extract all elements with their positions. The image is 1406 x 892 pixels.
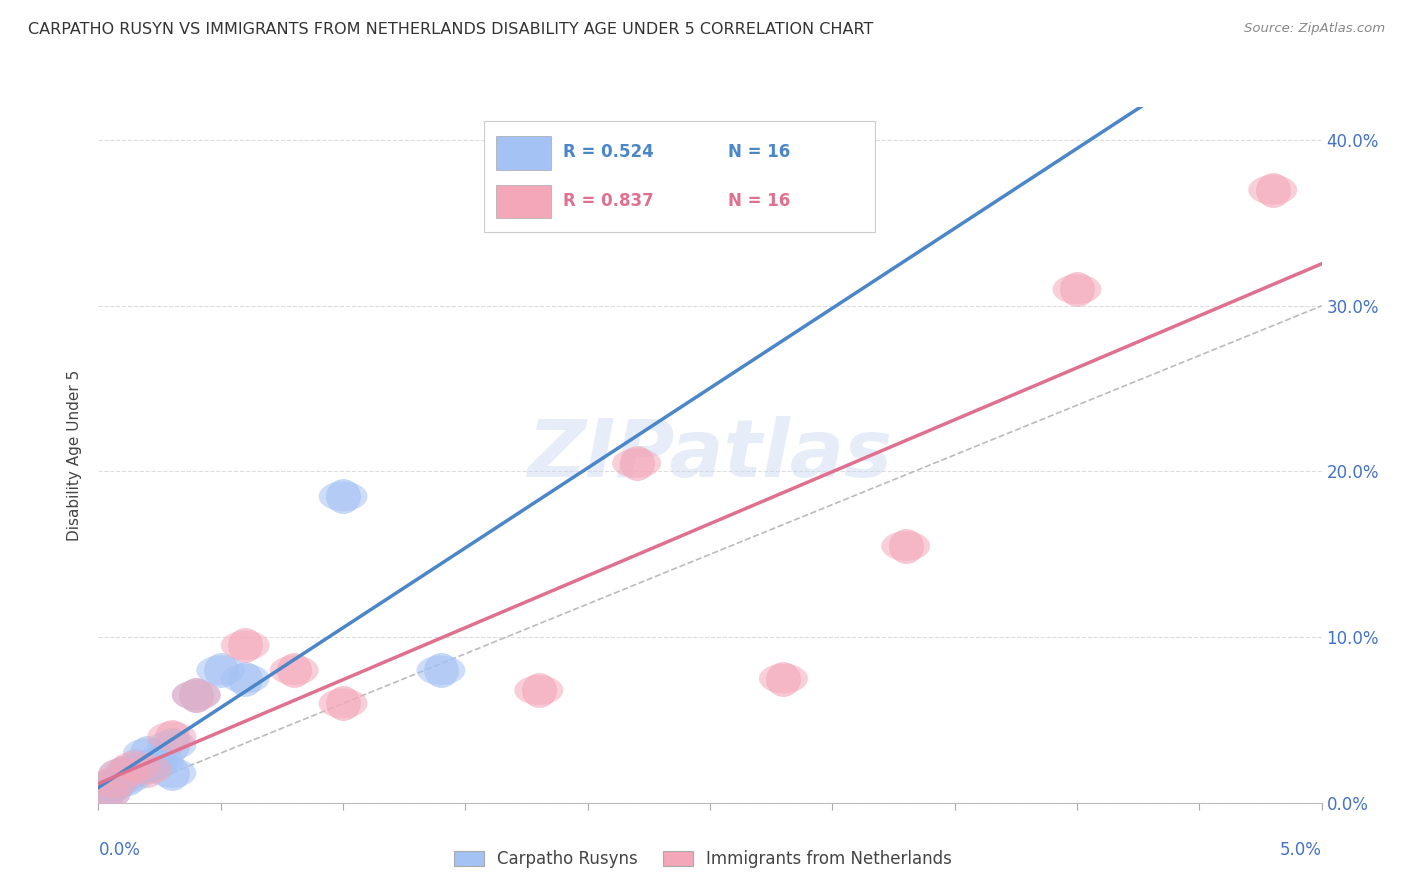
Point <box>101 776 124 790</box>
Point <box>100 779 122 793</box>
Point <box>894 539 917 553</box>
Ellipse shape <box>98 758 148 788</box>
Text: N = 16: N = 16 <box>728 144 790 161</box>
Point <box>136 763 159 777</box>
Point <box>430 663 453 677</box>
Point <box>111 766 134 780</box>
Ellipse shape <box>111 751 160 781</box>
Point <box>332 697 354 711</box>
FancyBboxPatch shape <box>484 121 875 232</box>
Point <box>527 683 550 698</box>
Point <box>772 672 794 686</box>
Ellipse shape <box>98 758 148 788</box>
Bar <box>496 136 551 169</box>
Ellipse shape <box>319 482 367 511</box>
Point <box>94 788 117 802</box>
Ellipse shape <box>1053 275 1101 304</box>
Point <box>117 771 139 785</box>
Ellipse shape <box>197 656 245 685</box>
Point <box>124 759 146 773</box>
Point <box>160 738 183 752</box>
Text: 5.0%: 5.0% <box>1279 841 1322 859</box>
Ellipse shape <box>86 772 135 801</box>
Ellipse shape <box>882 531 931 561</box>
Ellipse shape <box>82 780 131 809</box>
Ellipse shape <box>221 664 270 693</box>
Point <box>160 766 183 780</box>
Text: ZIPatlas: ZIPatlas <box>527 416 893 494</box>
Point <box>233 639 256 653</box>
Ellipse shape <box>221 631 270 660</box>
Text: CARPATHO RUSYN VS IMMIGRANTS FROM NETHERLANDS DISABILITY AGE UNDER 5 CORRELATION: CARPATHO RUSYN VS IMMIGRANTS FROM NETHER… <box>28 22 873 37</box>
Ellipse shape <box>319 689 367 718</box>
Point <box>136 759 159 773</box>
Point <box>186 688 208 702</box>
Point <box>332 489 354 503</box>
Point <box>626 456 648 470</box>
Legend: Carpatho Rusyns, Immigrants from Netherlands: Carpatho Rusyns, Immigrants from Netherl… <box>447 844 959 875</box>
Ellipse shape <box>111 755 160 785</box>
Ellipse shape <box>759 664 808 693</box>
Ellipse shape <box>270 656 319 685</box>
Text: R = 0.524: R = 0.524 <box>564 144 654 161</box>
Point <box>233 672 256 686</box>
Ellipse shape <box>89 768 138 797</box>
Ellipse shape <box>172 681 221 710</box>
Ellipse shape <box>148 758 197 788</box>
Bar <box>496 185 551 219</box>
Ellipse shape <box>122 755 172 785</box>
Ellipse shape <box>135 747 184 776</box>
Point <box>186 688 208 702</box>
Y-axis label: Disability Age Under 5: Disability Age Under 5 <box>67 369 83 541</box>
Ellipse shape <box>612 449 661 478</box>
Text: Source: ZipAtlas.com: Source: ZipAtlas.com <box>1244 22 1385 36</box>
Ellipse shape <box>148 730 197 760</box>
Point <box>209 663 232 677</box>
Point <box>124 763 146 777</box>
Text: 0.0%: 0.0% <box>98 841 141 859</box>
Ellipse shape <box>122 751 172 781</box>
Ellipse shape <box>148 722 197 751</box>
Ellipse shape <box>82 780 131 809</box>
Text: R = 0.837: R = 0.837 <box>564 192 654 210</box>
Ellipse shape <box>122 739 172 768</box>
Ellipse shape <box>103 763 152 793</box>
Ellipse shape <box>172 681 221 710</box>
Point <box>136 746 159 760</box>
Point <box>94 788 117 802</box>
Point <box>104 776 127 790</box>
Ellipse shape <box>416 656 465 685</box>
Text: N = 16: N = 16 <box>728 192 790 210</box>
Point <box>111 766 134 780</box>
Point <box>160 730 183 744</box>
Point <box>283 663 305 677</box>
Point <box>149 755 172 769</box>
Point <box>1066 282 1088 296</box>
Ellipse shape <box>91 768 141 797</box>
Ellipse shape <box>1249 175 1298 205</box>
Point <box>1261 183 1284 197</box>
Ellipse shape <box>515 675 564 705</box>
